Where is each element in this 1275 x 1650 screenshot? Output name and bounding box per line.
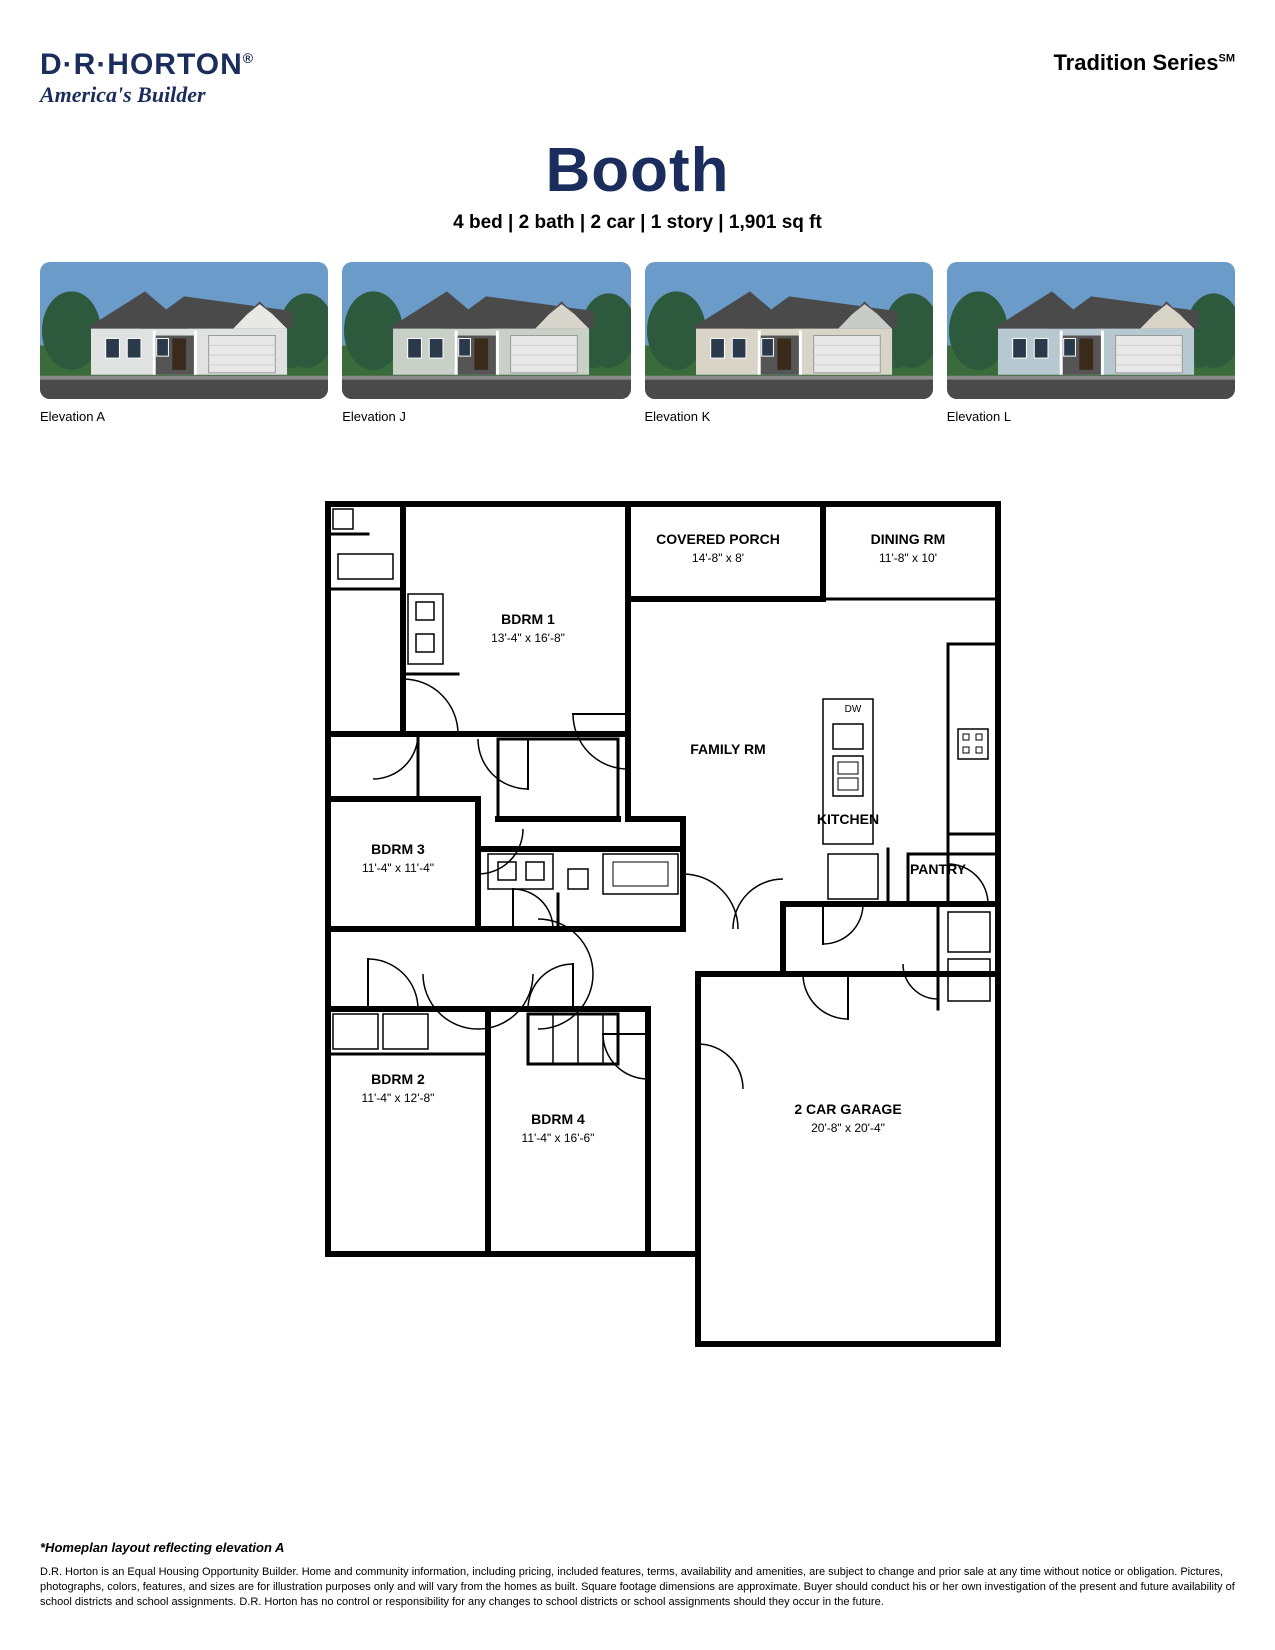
footer: *Homeplan layout reflecting elevation A … xyxy=(40,1540,1235,1610)
elevation-item: Elevation L xyxy=(947,262,1235,424)
svg-text:PANTRY: PANTRY xyxy=(910,861,967,877)
elevation-image xyxy=(342,262,630,399)
svg-text:14'-8" x 8': 14'-8" x 8' xyxy=(691,551,743,565)
svg-text:11'-8" x 10': 11'-8" x 10' xyxy=(879,551,937,565)
floorplan-diagram: COVERED PORCH 14'-8" x 8' DINING RM 11'-8" … xyxy=(228,474,1048,1374)
elevation-image xyxy=(40,262,328,399)
elevation-image xyxy=(947,262,1235,399)
elevation-label: Elevation L xyxy=(947,409,1235,424)
svg-text:BDRM 1: BDRM 1 xyxy=(501,611,555,627)
svg-text:2 CAR GARAGE: 2 CAR GARAGE xyxy=(794,1101,901,1117)
elevation-item: Elevation J xyxy=(342,262,630,424)
registered-mark: ® xyxy=(243,50,254,66)
svg-text:13'-4" x 16'-8": 13'-4" x 16'-8" xyxy=(491,631,565,645)
elevation-item: Elevation A xyxy=(40,262,328,424)
header: D·R·HORTON® America's Builder Tradition … xyxy=(40,50,1235,110)
svg-text:11'-4" x 12'-8": 11'-4" x 12'-8" xyxy=(361,1091,434,1105)
svg-text:COVERED PORCH: COVERED PORCH xyxy=(656,531,780,547)
svg-text:DINING RM: DINING RM xyxy=(870,531,945,547)
elevation-image xyxy=(645,262,933,399)
svg-text:11'-4" x 16'-6": 11'-4" x 16'-6" xyxy=(521,1131,594,1145)
svg-text:BDRM 3: BDRM 3 xyxy=(371,841,425,857)
svg-text:DW: DW xyxy=(844,704,861,715)
svg-text:20'-8" x 20'-4": 20'-8" x 20'-4" xyxy=(811,1121,885,1135)
model-name: Booth xyxy=(40,135,1235,206)
svg-text:11'-4" x 11'-4": 11'-4" x 11'-4" xyxy=(361,861,433,875)
model-specs: 4 bed | 2 bath | 2 car | 1 story | 1,901… xyxy=(40,212,1235,234)
elevation-label: Elevation J xyxy=(342,409,630,424)
svg-text:KITCHEN: KITCHEN xyxy=(816,811,878,827)
svg-text:FAMILY RM: FAMILY RM xyxy=(690,741,765,757)
elevation-label: Elevation K xyxy=(645,409,933,424)
brand-name: D·R·HORTON xyxy=(40,48,243,81)
series-label: Tradition SeriesSM xyxy=(1053,50,1235,76)
title-block: Booth 4 bed | 2 bath | 2 car | 1 story |… xyxy=(40,135,1235,234)
footnote: *Homeplan layout reflecting elevation A xyxy=(40,1540,1235,1555)
floorplan-container: COVERED PORCH 14'-8" x 8' DINING RM 11'-8" … xyxy=(40,474,1235,1374)
brand-logo: D·R·HORTON® America's Builder xyxy=(40,50,254,108)
disclaimer: D.R. Horton is an Equal Housing Opportun… xyxy=(40,1565,1235,1610)
elevation-label: Elevation A xyxy=(40,409,328,424)
svg-text:BDRM 4: BDRM 4 xyxy=(531,1111,585,1127)
svg-text:BDRM 2: BDRM 2 xyxy=(371,1071,425,1087)
brand-tagline: America's Builder xyxy=(40,82,254,108)
elevation-gallery: Elevation A xyxy=(40,262,1235,424)
elevation-item: Elevation K xyxy=(645,262,933,424)
